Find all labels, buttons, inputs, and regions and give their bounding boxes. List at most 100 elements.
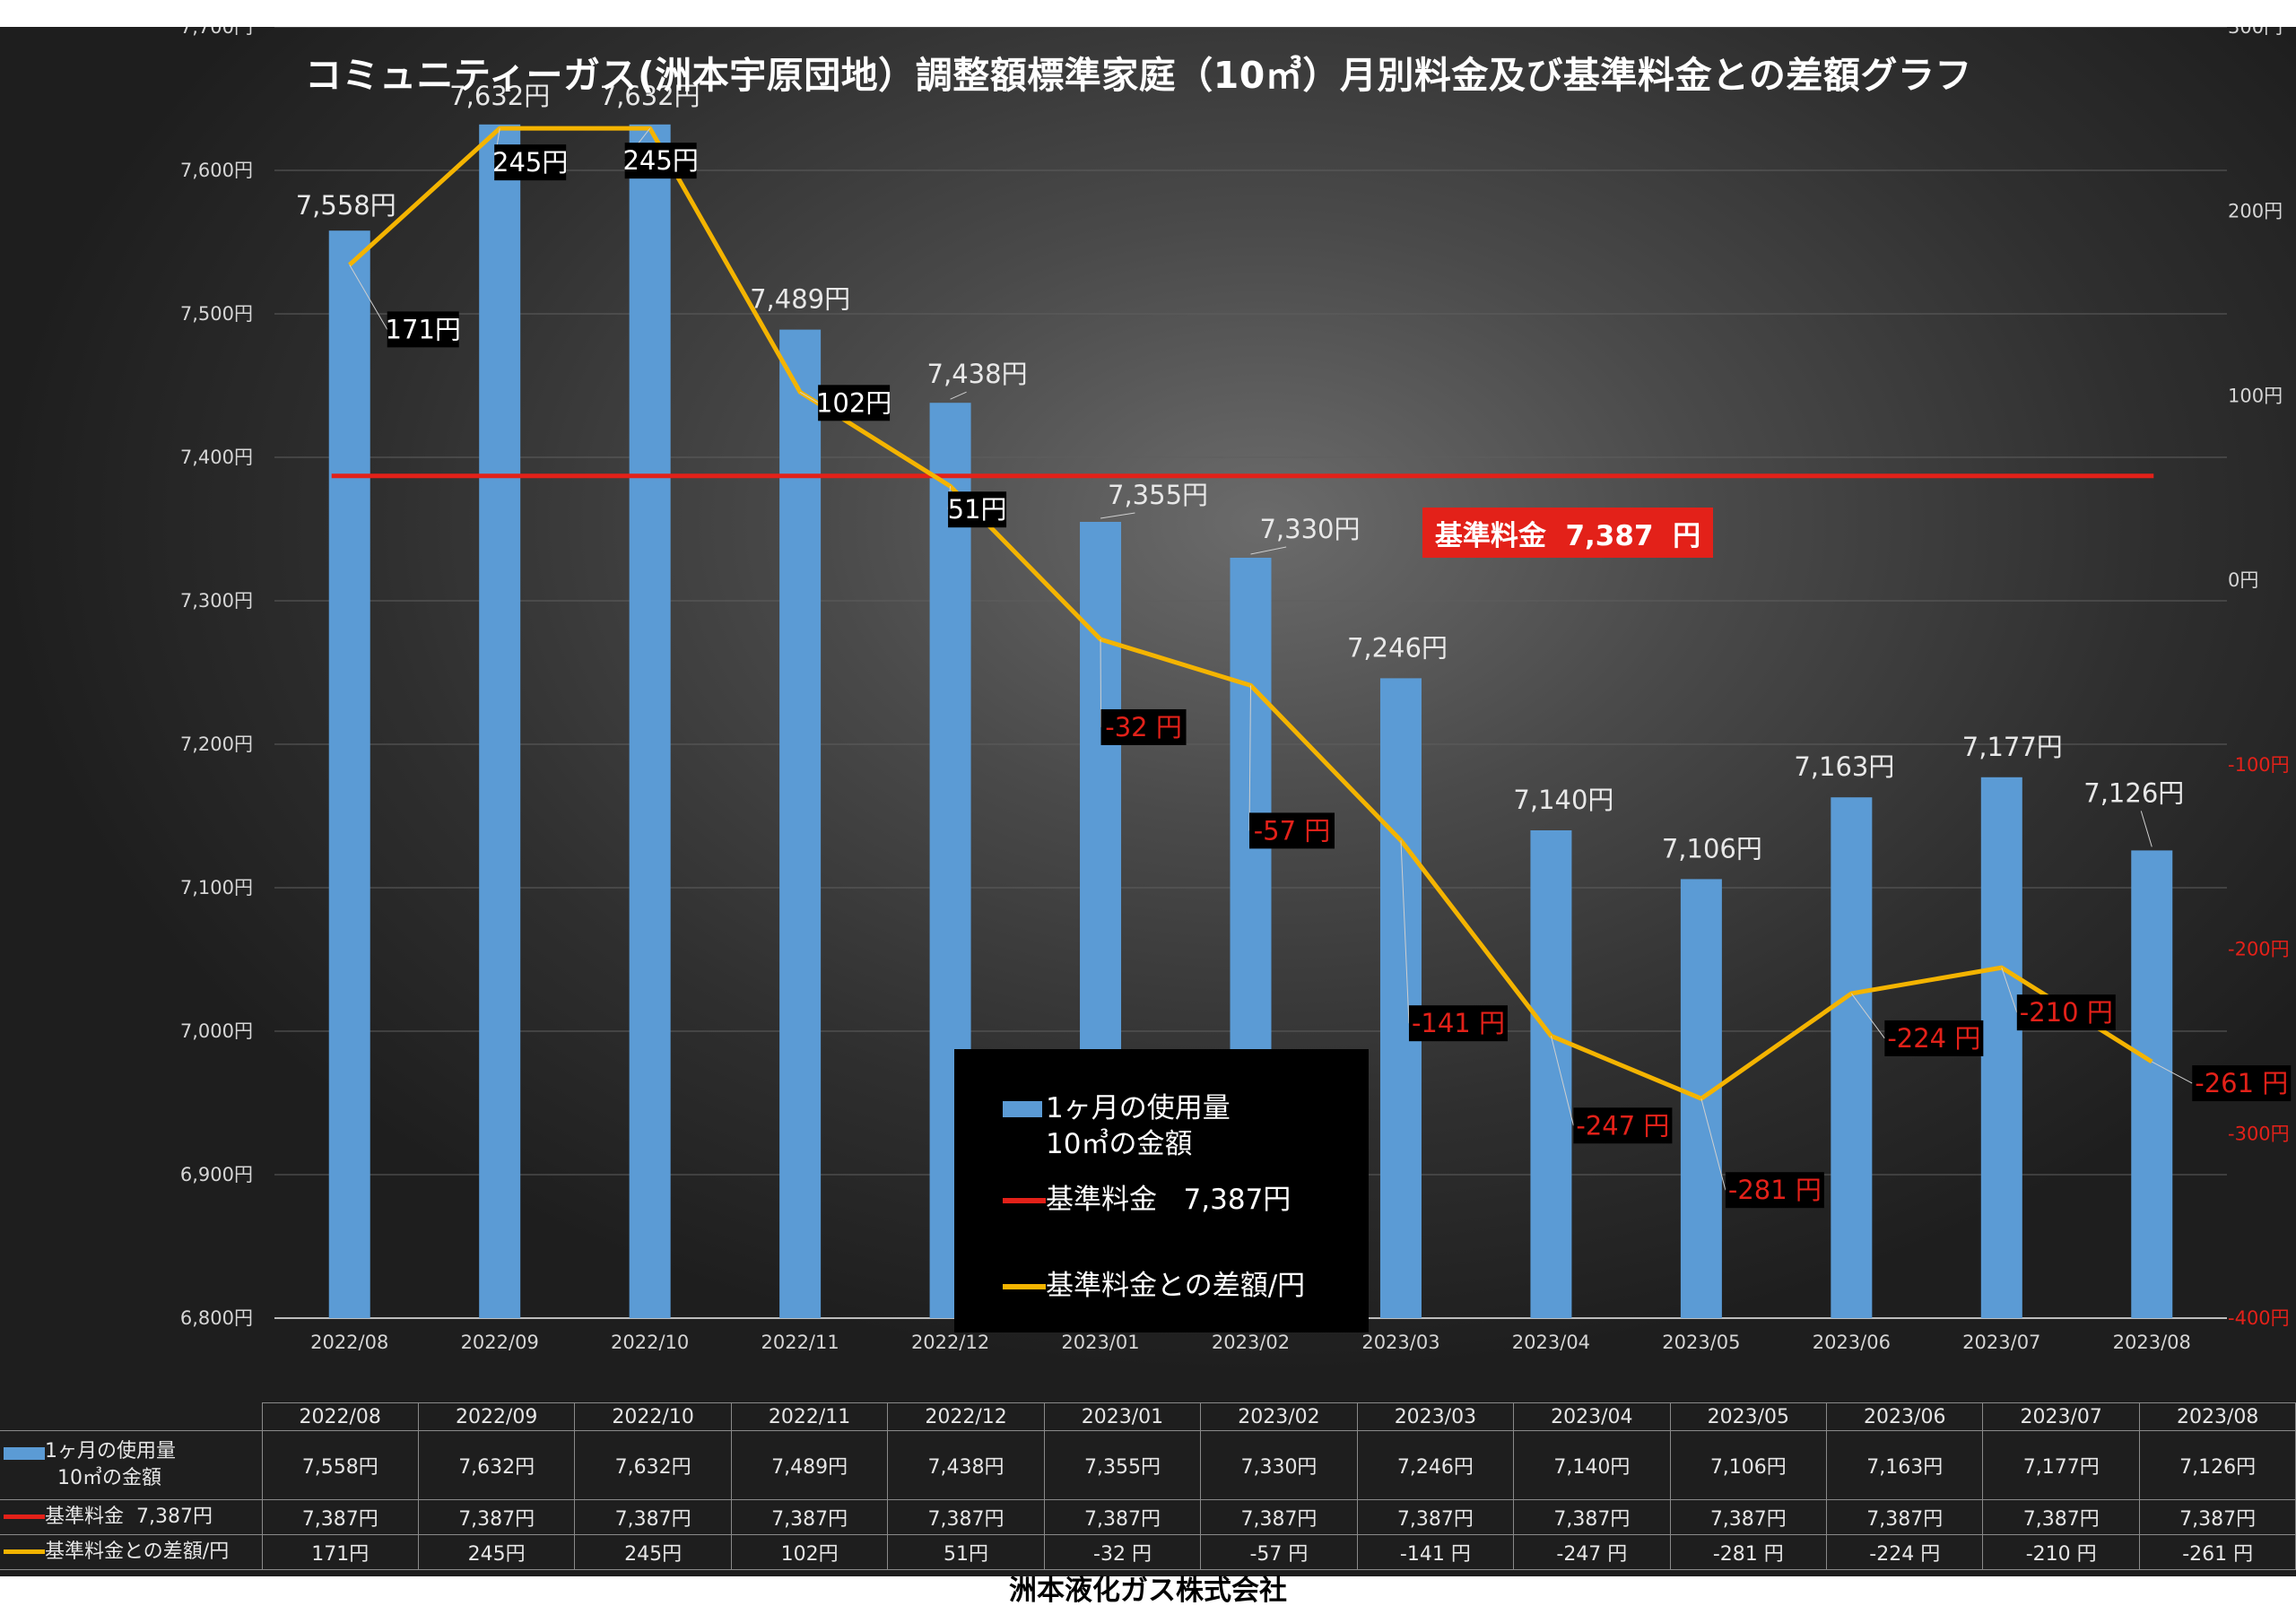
bar — [629, 124, 671, 1318]
y2-tick-label: 100円 — [2228, 385, 2283, 406]
y-tick-label: 7,400円 — [180, 447, 253, 468]
table-diff-cell: -261 円 — [2138, 1534, 2296, 1570]
table-ref-cell: 7,387円 — [1982, 1499, 2140, 1535]
x-category-label: 2022/08 — [310, 1332, 388, 1353]
diff-label-box — [1249, 812, 1335, 849]
diff-value-label: -210 円 — [2020, 997, 2113, 1028]
table-diff-cell: 245円 — [417, 1534, 576, 1570]
diff-value-label: -57 円 — [1254, 815, 1331, 846]
table-header-cell: 2023/08 — [2138, 1402, 2296, 1431]
table-row-ref: 基準料金 7,387円 7,387円 7,387円 7,387円 7,387円 7,38… — [0, 1499, 2296, 1535]
table-diff-cell: -57 円 — [1200, 1534, 1358, 1570]
diff-label-box — [2192, 1065, 2292, 1102]
diff-value-label: 245円 — [492, 147, 568, 178]
y2-tick-label: 0円 — [2228, 569, 2258, 591]
legend-item-ref: 基準料金 7,387円 — [1003, 1182, 1291, 1218]
y2-tick-label: 300円 — [2228, 27, 2283, 38]
table-bar-cell: 7,106円 — [1669, 1430, 1828, 1500]
bar — [1980, 777, 2022, 1318]
bar-value-label: 7,106円 — [1662, 833, 1762, 864]
table-rowlabel-ref: 基準料金 7,387円 — [45, 1506, 213, 1528]
legend-swatch-bar — [1003, 1101, 1042, 1117]
x-category-label: 2023/03 — [1361, 1332, 1439, 1353]
diff-value-label: -141 円 — [1412, 1008, 1505, 1038]
table-header-cell: 2023/07 — [1982, 1402, 2140, 1431]
diff-label-box — [1408, 1005, 1508, 1042]
y-tick-label: 6,900円 — [180, 1164, 253, 1185]
diff-label-leader — [1850, 993, 1885, 1039]
table-diff-cell: 51円 — [887, 1534, 1045, 1570]
table-diff-cell: 171円 — [261, 1534, 419, 1570]
diff-label-leader — [1400, 840, 1410, 1024]
table-header-cell: 2022/10 — [574, 1402, 732, 1431]
y-tick-label: 7,600円 — [180, 160, 253, 181]
y-tick-label: 7,500円 — [180, 303, 253, 325]
legend-label-ref: 基準料金 7,387円 — [1046, 1184, 1292, 1216]
table-diff-cell: -210 円 — [1982, 1534, 2140, 1570]
bar-value-label: 7,330円 — [1259, 514, 1360, 544]
table-swatch-diff — [4, 1549, 45, 1554]
table-bar-cell: 7,330円 — [1200, 1430, 1358, 1500]
diff-label-box — [494, 144, 567, 181]
table-row-bar: 1ヶ月の使用量 10㎥の金額 7,558円 7,632円 7,632円 7,489円 7… — [0, 1430, 2296, 1500]
chart-title: コミュニティーガス(洲本宇原団地）調整額標準家庭（10㎥）月別料金及び基準料金と… — [305, 54, 1972, 97]
table-rowhead-diff: 基準料金との差額/円 — [0, 1534, 263, 1570]
bar-value-label: 7,177円 — [1962, 732, 2063, 762]
x-category-label: 2023/05 — [1662, 1332, 1740, 1353]
bar-value-label: 7,163円 — [1794, 751, 1894, 782]
y2-tick-label: -200円 — [2228, 939, 2290, 960]
table-ref-cell: 7,387円 — [417, 1499, 576, 1535]
chart-legend: 1ヶ月の使用量 10㎥の金額 基準料金 7,387円 基準料金との差額/円 — [954, 1049, 1369, 1332]
table-rowlabel-bar: 1ヶ月の使用量 10㎥の金額 — [45, 1440, 176, 1489]
legend-label-bar: 1ヶ月の使用量 10㎥の金額 — [1046, 1092, 1231, 1160]
data-table: 2022/08 2022/09 2022/10 2022/11 2022/12 2023/… — [0, 1402, 2296, 1570]
table-ref-cell: 7,387円 — [1826, 1499, 1984, 1535]
table-bar-cell: 7,355円 — [1043, 1430, 1202, 1500]
combo-chart: 6,800円 6,900円 7,000円 7,100円 7,200円 7,300円 7,40… — [180, 27, 2292, 1353]
table-ref-cell: 7,387円 — [887, 1499, 1045, 1535]
table-bar-cell: 7,246円 — [1356, 1430, 1515, 1500]
bar-label-leader — [2140, 811, 2152, 847]
table-rowlabel-diff: 基準料金との差額/円 — [45, 1541, 230, 1563]
table-diff-cell: 102円 — [730, 1534, 889, 1570]
table-ref-cell: 7,387円 — [1043, 1499, 1202, 1535]
table-row-diff: 基準料金との差額/円 171円 245円 245円 102円 51円 -32 円 -57 円… — [0, 1534, 2296, 1570]
y-tick-label: 7,700円 — [180, 27, 253, 38]
table-header-cell: 2023/06 — [1826, 1402, 1984, 1431]
table-rowhead-bar: 1ヶ月の使用量 10㎥の金額 — [0, 1430, 263, 1500]
diff-label-box — [2016, 994, 2116, 1031]
table-diff-cell: -281 円 — [1669, 1534, 1828, 1570]
y2-tick-label: 200円 — [2228, 201, 2283, 222]
x-category-label: 2023/07 — [1962, 1332, 2040, 1353]
diff-label-box — [948, 491, 1007, 528]
x-category-label: 2023/04 — [1512, 1332, 1590, 1353]
table-bar-cell: 7,177円 — [1982, 1430, 2140, 1500]
y-tick-label: 7,100円 — [180, 877, 253, 898]
bar-label-leader — [1100, 512, 1135, 519]
table-bar-cell: 7,126円 — [2138, 1430, 2296, 1500]
table-ref-cell: 7,387円 — [1200, 1499, 1358, 1535]
diff-value-label: 171円 — [386, 314, 461, 344]
table-header-cell: 2023/01 — [1043, 1402, 1202, 1431]
table-diff-cell: 245円 — [574, 1534, 732, 1570]
y2-tick-label: -400円 — [2228, 1307, 2290, 1329]
x-category-label: 2023/02 — [1212, 1332, 1290, 1353]
table-header-cell: 2022/11 — [730, 1402, 889, 1431]
table-header-cell: 2022/09 — [417, 1402, 576, 1431]
table-bar-cell: 7,163円 — [1826, 1430, 1984, 1500]
bar-value-label: 7,632円 — [600, 81, 700, 111]
table-bar-cell: 7,140円 — [1513, 1430, 1671, 1500]
bar — [779, 329, 822, 1319]
diff-label-box — [818, 385, 891, 421]
x-category-label: 2022/09 — [461, 1332, 539, 1353]
table-ref-cell: 7,387円 — [261, 1499, 419, 1535]
y-tick-label: 7,000円 — [180, 1020, 253, 1042]
y2-tick-label: -100円 — [2228, 754, 2290, 776]
table-bar-cell: 7,489円 — [730, 1430, 889, 1500]
table-corner — [0, 1402, 262, 1431]
table-ref-cell: 7,387円 — [574, 1499, 732, 1535]
diff-label-leader — [2001, 967, 2018, 1013]
table-diff-cell: -247 円 — [1513, 1534, 1671, 1570]
table-diff-cell: -32 円 — [1043, 1534, 1202, 1570]
diff-label-leader — [2152, 1061, 2193, 1084]
